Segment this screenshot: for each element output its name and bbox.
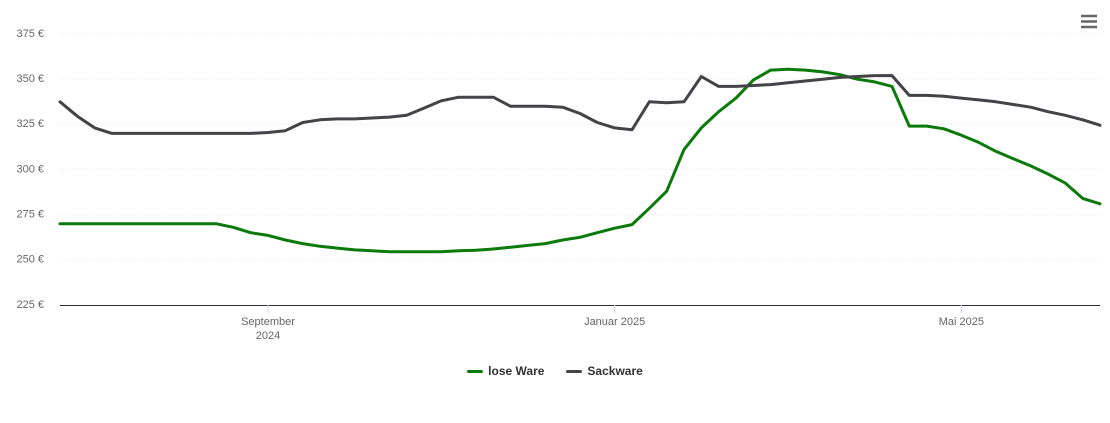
legend-swatch (467, 369, 484, 373)
y-tick-label: 350 € (16, 73, 44, 85)
legend-label: lose Ware (488, 364, 545, 378)
y-tick-label: 225 € (16, 299, 44, 311)
menu-button[interactable] (1078, 12, 1100, 32)
x-tick-label: Januar 2025 (584, 316, 646, 328)
legend-item[interactable]: lose Ware (467, 364, 544, 378)
x-tick-label: Mai 2025 (938, 316, 984, 328)
y-tick-label: 375 € (16, 28, 44, 40)
y-tick-label: 300 € (16, 163, 44, 175)
legend-label: Sackware (587, 364, 643, 378)
series-line (58, 67, 1102, 254)
legend: lose Ware Sackware (0, 364, 1110, 378)
series-line (58, 74, 1102, 135)
y-tick-label: 250 € (16, 254, 44, 266)
x-tick-label: September 2024 (241, 316, 295, 342)
y-tick-label: 275 € (16, 209, 44, 221)
legend-item[interactable]: Sackware (566, 364, 643, 378)
y-tick-label: 325 € (16, 118, 44, 130)
legend-swatch (566, 369, 583, 373)
